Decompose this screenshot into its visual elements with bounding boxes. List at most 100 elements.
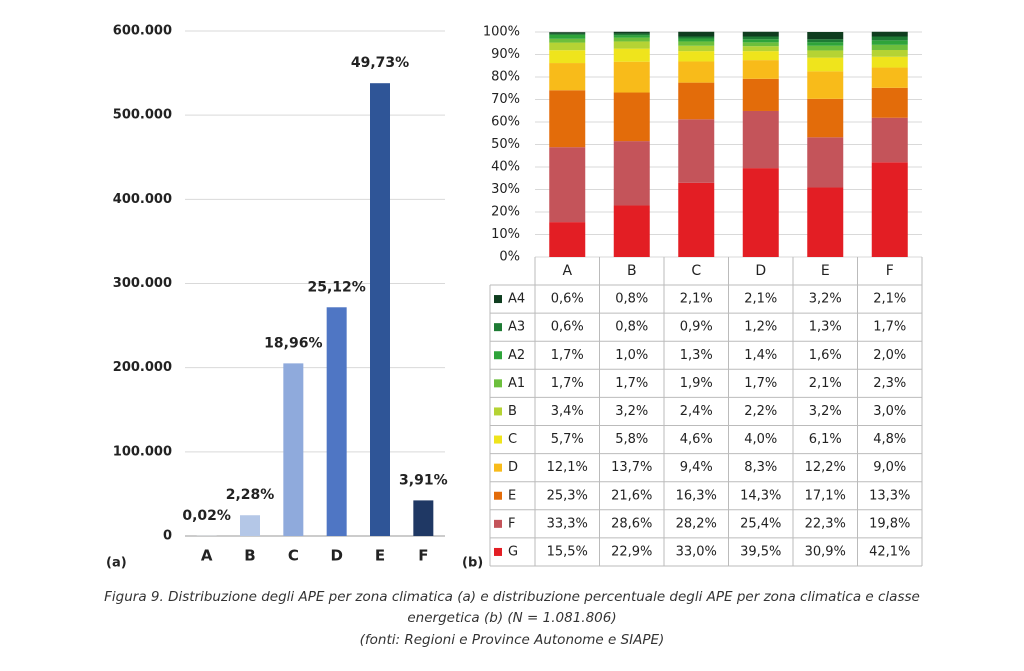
table-cell: 1,7% (744, 376, 777, 391)
bar (413, 500, 434, 536)
bar-segment (678, 31, 715, 37)
table-cell: 3,2% (615, 404, 648, 419)
bar-segment (807, 187, 844, 257)
data-label: 0,02% (182, 508, 231, 524)
y-tick-label: 400.000 (113, 192, 172, 207)
table-cell: 2,1% (809, 376, 842, 391)
bar-segment (678, 82, 715, 120)
legend-swatch (494, 547, 502, 556)
bar-segment (807, 42, 844, 46)
table-cell: 2,1% (680, 292, 713, 307)
table-cell: 2,1% (744, 292, 777, 307)
table-cell: 28,2% (676, 516, 717, 531)
table-cell: 22,3% (805, 516, 846, 531)
bar-segment (549, 42, 586, 51)
legend-swatch (494, 295, 502, 304)
legend-label: A2 (508, 348, 525, 363)
x-tick-label: C (288, 547, 299, 565)
table-cell: 2,2% (744, 404, 777, 419)
table-cell: 8,3% (744, 460, 777, 475)
bar-segment (742, 110, 779, 169)
table-cell: 33,3% (547, 516, 588, 531)
table-cell: 2,4% (680, 404, 713, 419)
table-cell: 4,0% (744, 432, 777, 447)
x-tick-label: B (244, 547, 255, 565)
table-cell: 1,9% (680, 376, 713, 391)
bar-segment (807, 71, 844, 99)
bar-segment (613, 37, 650, 42)
bar-segment (742, 78, 779, 111)
bar-segment (549, 50, 586, 64)
table-cell: 30,9% (805, 544, 846, 559)
table-cell: 21,6% (611, 488, 652, 503)
y-tick-label: 200.000 (113, 360, 172, 375)
bar-segment (549, 147, 586, 223)
bar-segment (613, 33, 650, 36)
y-tick-label: 40% (491, 160, 520, 175)
bar-segment (613, 41, 650, 49)
x-tick-label: C (691, 263, 701, 279)
data-label: 18,96% (264, 335, 322, 351)
table-cell: 14,3% (740, 488, 781, 503)
bar-segment (613, 61, 650, 93)
table-cell: 3,0% (873, 404, 906, 419)
table-cell: 12,1% (547, 460, 588, 475)
y-tick-label: 10% (491, 227, 520, 242)
x-tick-label: D (755, 263, 766, 279)
bar-segment (549, 33, 586, 35)
table-cell: 5,7% (551, 432, 584, 447)
table-cell: 0,8% (615, 320, 648, 335)
y-tick-label: 600.000 (113, 24, 172, 39)
bar-segment (807, 98, 844, 138)
table-cell: 15,5% (547, 544, 588, 559)
bar-segment (807, 45, 844, 51)
legend-swatch (494, 323, 502, 332)
table-cell: 22,9% (611, 544, 652, 559)
table-cell: 1,3% (809, 320, 842, 335)
legend-label: A1 (508, 376, 525, 391)
bar-segment (807, 32, 844, 40)
table-cell: 3,2% (809, 292, 842, 307)
bar-segment (871, 40, 908, 45)
legend-swatch (494, 491, 502, 500)
data-label: 2,28% (226, 487, 275, 503)
x-tick-label: F (886, 263, 894, 279)
table-cell: 1,3% (680, 348, 713, 363)
bar-segment (742, 51, 779, 61)
bar-segment (742, 39, 779, 43)
caption: Figura 9. Distribuzione degli APE per zo… (104, 589, 920, 605)
y-tick-label: 90% (491, 47, 520, 62)
bar-segment (549, 34, 586, 39)
table-cell: 3,4% (551, 404, 584, 419)
table-cell: 1,7% (551, 376, 584, 391)
bar-segment (549, 38, 586, 43)
data-label: 3,91% (399, 472, 448, 488)
bar-segment (742, 36, 779, 40)
bar-segment (742, 168, 779, 257)
bar-segment (613, 141, 650, 206)
x-tick-label: D (330, 547, 342, 565)
x-tick-label: E (375, 547, 385, 565)
legend-label: F (508, 516, 515, 531)
legend-label: A3 (508, 320, 525, 335)
bar-segment (613, 205, 650, 257)
bar-segment (871, 50, 908, 57)
bar-segment (871, 31, 908, 37)
bar (240, 515, 260, 536)
legend-label: E (508, 488, 516, 503)
table-cell: 1,6% (809, 348, 842, 363)
bar-segment (807, 57, 844, 72)
y-tick-label: 500.000 (113, 108, 172, 123)
bar-segment (742, 46, 779, 52)
y-tick-label: 80% (491, 70, 520, 85)
bar-segment (549, 222, 586, 257)
y-tick-label: 30% (491, 182, 520, 197)
y-tick-label: 100% (483, 25, 520, 40)
x-tick-label: A (562, 263, 572, 279)
bar-segment (871, 36, 908, 41)
y-tick-label: 100.000 (113, 444, 172, 459)
bar-segment (871, 44, 908, 50)
bar (283, 363, 304, 536)
y-tick-label: 60% (491, 115, 520, 130)
table-cell: 0,8% (615, 292, 648, 307)
